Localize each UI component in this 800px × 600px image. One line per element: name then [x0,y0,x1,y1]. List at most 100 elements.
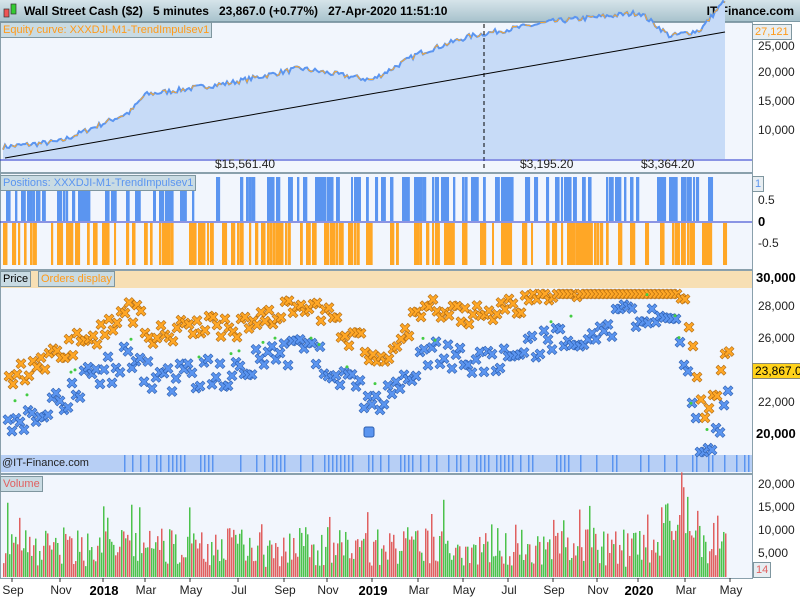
long-position-bar [582,177,586,221]
short-position-bar [522,223,527,265]
volume-bar [195,539,197,577]
ma-point [705,427,709,431]
order-tick [468,455,470,472]
order-tick [172,455,174,472]
orders-display-label[interactable]: Orders display [38,271,115,287]
volume-bar [313,544,315,577]
sell-marker [35,352,47,364]
order-tick [156,455,158,472]
volume-bar [653,539,655,577]
volume-bar [679,515,681,577]
short-position-bar [702,223,707,265]
long-position-bar [57,177,61,221]
sell-marker [215,331,227,342]
volume-bar [9,554,11,577]
buy-marker [454,342,466,354]
volume-bar [335,555,337,577]
volume-bar [369,562,371,577]
short-position-bar [462,223,466,265]
volume-bar [699,525,701,577]
volume-bar [107,517,109,577]
volume-bar [3,563,5,577]
short-position-bar [573,223,576,265]
order-tick [408,455,410,472]
volume-bar [351,553,353,577]
long-position-bar [30,177,33,221]
volume-bar [179,562,181,577]
long-position-bar [444,177,448,221]
volume-bar [557,532,559,577]
sell-marker [87,330,99,342]
volume-bar [705,541,707,577]
volume-bar [79,551,81,577]
long-position-bar [687,177,692,221]
price-axis-label: 22,000 [758,395,795,409]
volume-bar [325,546,327,577]
sell-marker [391,341,403,352]
long-position-bar [63,177,66,221]
long-position-bar [663,177,667,221]
short-position-bar [672,223,675,265]
short-position-bar [483,223,487,265]
order-tick [284,455,286,472]
ma-point [689,401,693,405]
volume-bar [405,538,407,577]
order-tick [664,455,666,472]
long-position-bar [81,177,86,221]
short-position-bar [144,223,148,265]
short-position-bar [333,223,336,265]
volume-bar [629,555,631,577]
x-axis-label: 2020 [624,583,654,598]
volume-bar [363,538,365,577]
order-tick [280,455,282,472]
volume-bar [177,563,179,577]
volume-bar [37,565,39,577]
long-position-bar [417,177,421,221]
volume-bar [149,530,151,577]
buy-marker [462,359,474,371]
volume-bar [669,520,671,577]
volume-bar [11,534,13,577]
sell-marker [199,324,211,336]
volume-bar [701,557,703,577]
short-position-bar [279,223,284,265]
ma-point [345,365,349,369]
long-position-bar [528,177,531,221]
volume-bar [151,548,153,577]
ma-point [229,352,233,356]
volume-bar [279,566,281,577]
volume-bar [73,564,75,577]
long-position-bar [297,177,300,221]
long-position-bar [624,177,627,221]
order-tick [380,455,382,472]
volume-bar [139,507,141,577]
x-axis-label: Sep [2,583,24,597]
volume-bar [681,472,683,577]
short-position-bar [552,223,557,265]
order-tick [300,455,302,472]
long-position-bar [276,177,281,221]
ma-point [25,393,29,397]
volume-bar [261,524,263,577]
positions-label[interactable]: Positions: XXXDJI-M1-TrendImpulsev1 [0,175,197,191]
volume-bar [391,541,393,577]
volume-bar [527,544,529,577]
volume-bar [367,512,369,577]
short-position-bar [723,223,728,265]
gain-label: $15,561.40 [215,157,276,171]
equity-label[interactable]: Equity curve: XXXDJI-M1-TrendImpulsev1 [0,22,213,38]
volume-bar [91,547,93,577]
volume-bar [265,566,267,577]
volume-label[interactable]: Volume [0,476,43,492]
short-position-bar [336,223,339,265]
buy-marker [446,362,458,374]
order-tick [456,455,458,472]
volume-bar [655,552,657,577]
volume-bar [57,542,59,577]
volume-bar [109,539,111,577]
volume-bar [717,515,719,577]
long-position-bar [390,177,394,221]
volume-bar [297,556,299,577]
price-label[interactable]: Price [0,271,32,287]
